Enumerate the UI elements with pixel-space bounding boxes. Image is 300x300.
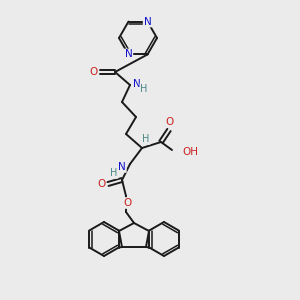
Text: OH: OH	[182, 147, 198, 157]
Text: O: O	[124, 198, 132, 208]
Text: H: H	[140, 84, 148, 94]
Text: N: N	[124, 50, 132, 59]
Text: O: O	[166, 117, 174, 127]
Text: N: N	[144, 16, 152, 26]
Text: N: N	[133, 79, 141, 89]
Text: H: H	[142, 134, 150, 144]
Text: H: H	[110, 168, 118, 178]
Text: O: O	[89, 67, 97, 77]
Text: N: N	[118, 162, 126, 172]
Text: O: O	[97, 179, 105, 189]
